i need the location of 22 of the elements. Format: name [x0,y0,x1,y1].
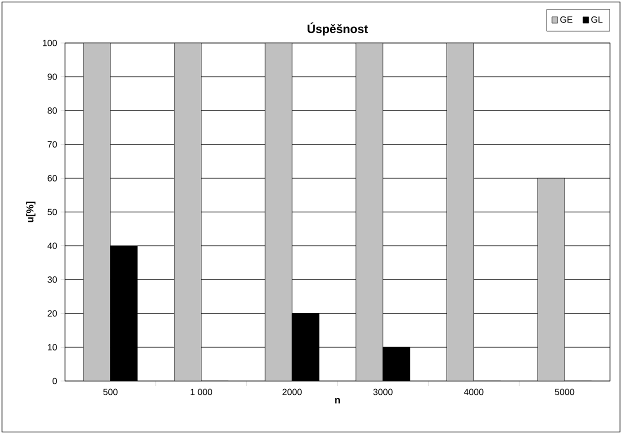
y-tick-label: 70 [48,141,57,148]
x-tick-label: 4000 [464,388,484,396]
chart-title: Úspěšnost [308,22,368,36]
y-tick-label: 10 [48,344,57,350]
y-tick-label: 20 [48,310,57,317]
y-tick-label: 60 [48,175,57,182]
y-tick-label: 40 [47,242,57,249]
legend-label: GL [591,16,603,23]
x-tick-label: 2000 [282,388,302,396]
x-tick-label: 1 000 [190,388,212,396]
x-axis-title: n [335,398,340,404]
y-tick-label: 0 [52,378,57,384]
x-tick-label: 5000 [554,388,574,396]
y-tick-label: 30 [48,276,57,283]
y-tick-label: 90 [48,74,57,80]
y-axis-title: u[%] [26,202,36,222]
y-tick-label: 100 [42,40,57,46]
y-tick-label: 50 [48,208,57,216]
legend-label: GE [560,16,572,23]
y-tick-label: 80 [48,107,57,114]
x-tick-label: 3000 [373,388,393,396]
x-tick-label: 500 [103,388,118,396]
